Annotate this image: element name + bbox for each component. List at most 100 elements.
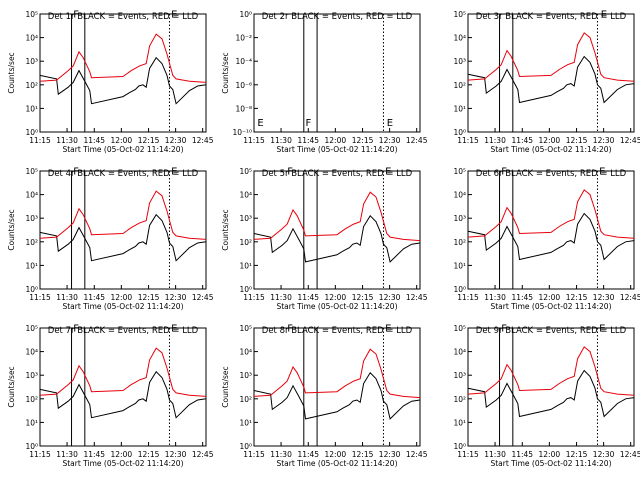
y-tick-label: 10⁴ xyxy=(453,191,466,200)
flag-label: F xyxy=(73,324,79,335)
x-tick-label: 11:45 xyxy=(83,293,105,302)
y-tick-label: 10⁴ xyxy=(453,348,466,357)
chart-title: Det 9r BLACK = Events, RED = LLD xyxy=(476,326,627,336)
x-tick-label: 12:45 xyxy=(620,450,640,459)
flag-label: F xyxy=(73,167,79,178)
x-tick-label: 11:45 xyxy=(83,450,105,459)
y-tick-label: 10⁰ xyxy=(25,442,38,451)
x-tick-label: 11:15 xyxy=(29,136,51,145)
x-tick-label: 12:30 xyxy=(165,136,187,145)
y-tick-label: 10⁴ xyxy=(453,34,466,43)
y-tick-label: 10¹ xyxy=(453,261,466,270)
lld-series-line xyxy=(39,190,207,240)
lld-series-line xyxy=(253,191,421,242)
x-tick-label: 11:30 xyxy=(56,450,78,459)
y-tick-label: 10⁵ xyxy=(25,167,38,176)
x-tick-label: 12:30 xyxy=(165,293,187,302)
y-tick-label: 10³ xyxy=(453,57,466,66)
x-tick-label: 12:00 xyxy=(111,450,133,459)
x-tick-label: 12:00 xyxy=(325,293,347,302)
flag-label: E xyxy=(171,324,177,335)
x-tick-label: 11:45 xyxy=(83,136,105,145)
y-tick-label: 10² xyxy=(25,81,38,90)
y-tick-label: 10⁵ xyxy=(453,324,466,333)
flag-label: F xyxy=(287,167,293,178)
x-tick-label: 12:00 xyxy=(539,450,561,459)
y-axis-label: Counts/sec xyxy=(7,366,16,407)
y-tick-label: 10⁴ xyxy=(25,191,38,200)
y-tick-label: 10² xyxy=(25,395,38,404)
chart-title: Det 4r BLACK = Events, RED = LLD xyxy=(48,169,199,179)
y-tick-label: 10³ xyxy=(25,57,38,66)
chart-title: Det 5r BLACK = Events, RED = LLD xyxy=(262,169,413,179)
y-axis-label: Counts/sec xyxy=(221,209,230,250)
y-tick-label: 10⁰ xyxy=(239,10,252,19)
y-tick-label: 10² xyxy=(25,238,38,247)
y-tick-label: 10⁴ xyxy=(25,34,38,43)
x-tick-label: 11:45 xyxy=(511,450,533,459)
events-series-line xyxy=(39,370,207,419)
plot-frame xyxy=(253,170,421,290)
x-axis-label: Start Time (05-Oct-02 11:14:20) xyxy=(490,145,611,154)
lld-series-line xyxy=(253,348,421,399)
events-series-line xyxy=(467,55,635,104)
x-tick-label: 11:15 xyxy=(29,293,51,302)
y-tick-label: 10² xyxy=(453,81,466,90)
plot-frame xyxy=(467,170,635,290)
y-tick-label: 10¹ xyxy=(25,261,38,270)
x-tick-label: 12:45 xyxy=(406,136,428,145)
x-tick-label: 11:15 xyxy=(243,293,265,302)
x-tick-label: 11:30 xyxy=(270,293,292,302)
y-tick-label: 10¹ xyxy=(239,418,252,427)
x-tick-label: 11:15 xyxy=(457,293,479,302)
chart-title: Det 1r BLACK = Events, RED = LLD xyxy=(48,12,199,22)
x-tick-label: 12:45 xyxy=(192,293,214,302)
y-tick-label: 10³ xyxy=(25,371,38,380)
x-tick-label: 11:45 xyxy=(511,293,533,302)
x-tick-label: 11:15 xyxy=(457,450,479,459)
y-tick-label: 10² xyxy=(239,395,252,404)
events-series-line xyxy=(467,212,635,261)
y-axis-label: Counts/sec xyxy=(221,52,230,93)
x-tick-label: 11:45 xyxy=(297,293,319,302)
x-tick-label: 12:45 xyxy=(192,136,214,145)
y-tick-label: 10¹ xyxy=(25,418,38,427)
x-tick-label: 12:45 xyxy=(406,293,428,302)
chart-title: Det 2r BLACK = Events, RED = LLD xyxy=(262,12,413,22)
x-tick-label: 11:15 xyxy=(243,450,265,459)
x-axis-label: Start Time (05-Oct-02 11:14:20) xyxy=(62,459,183,468)
x-tick-label: 12:15 xyxy=(352,136,374,145)
y-tick-label: 10⁰ xyxy=(25,128,38,137)
y-tick-label: 10² xyxy=(239,238,252,247)
x-tick-label: 11:30 xyxy=(484,293,506,302)
x-axis-label: Start Time (05-Oct-02 11:14:20) xyxy=(490,302,611,311)
y-axis-label: Counts/sec xyxy=(221,366,230,407)
x-tick-label: 12:30 xyxy=(593,293,615,302)
y-tick-label: 10⁻² xyxy=(235,34,252,43)
flag-label: F xyxy=(501,324,507,335)
y-tick-label: 10⁰ xyxy=(239,285,252,294)
plot-frame xyxy=(467,327,635,447)
x-axis-label: Start Time (05-Oct-02 11:14:20) xyxy=(276,459,397,468)
flag-label: F xyxy=(73,10,79,21)
x-tick-label: 12:00 xyxy=(111,136,133,145)
x-tick-label: 12:30 xyxy=(379,293,401,302)
flag-label: E xyxy=(171,10,177,21)
y-tick-label: 10⁵ xyxy=(25,324,38,333)
x-tick-label: 12:15 xyxy=(566,293,588,302)
x-tick-label: 11:45 xyxy=(297,450,319,459)
y-tick-label: 10⁻¹⁰ xyxy=(232,128,252,137)
x-tick-label: 11:30 xyxy=(484,450,506,459)
events-series-line xyxy=(39,213,207,262)
plot-frame xyxy=(253,327,421,447)
x-tick-label: 12:15 xyxy=(352,293,374,302)
y-tick-label: 10¹ xyxy=(25,104,38,113)
x-tick-label: 11:15 xyxy=(29,450,51,459)
y-tick-label: 10⁴ xyxy=(239,348,252,357)
